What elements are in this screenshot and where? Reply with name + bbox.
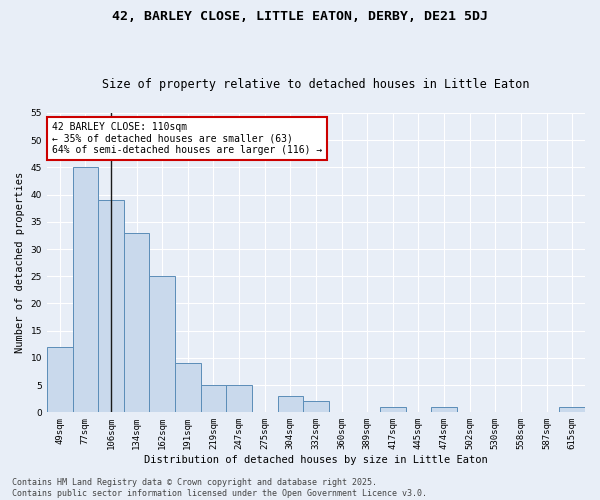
- Bar: [431, 407, 457, 412]
- Bar: [124, 232, 149, 412]
- Bar: [149, 276, 175, 412]
- Bar: [200, 385, 226, 412]
- X-axis label: Distribution of detached houses by size in Little Eaton: Distribution of detached houses by size …: [144, 455, 488, 465]
- Text: Contains HM Land Registry data © Crown copyright and database right 2025.
Contai: Contains HM Land Registry data © Crown c…: [12, 478, 427, 498]
- Text: 42 BARLEY CLOSE: 110sqm
← 35% of detached houses are smaller (63)
64% of semi-de: 42 BARLEY CLOSE: 110sqm ← 35% of detache…: [52, 122, 323, 155]
- Bar: [98, 200, 124, 412]
- Bar: [226, 385, 252, 412]
- Bar: [559, 407, 585, 412]
- Y-axis label: Number of detached properties: Number of detached properties: [15, 172, 25, 354]
- Bar: [303, 402, 329, 412]
- Bar: [175, 364, 200, 412]
- Bar: [47, 347, 73, 412]
- Bar: [278, 396, 303, 412]
- Text: 42, BARLEY CLOSE, LITTLE EATON, DERBY, DE21 5DJ: 42, BARLEY CLOSE, LITTLE EATON, DERBY, D…: [112, 10, 488, 23]
- Bar: [380, 407, 406, 412]
- Bar: [73, 168, 98, 412]
- Title: Size of property relative to detached houses in Little Eaton: Size of property relative to detached ho…: [102, 78, 530, 91]
